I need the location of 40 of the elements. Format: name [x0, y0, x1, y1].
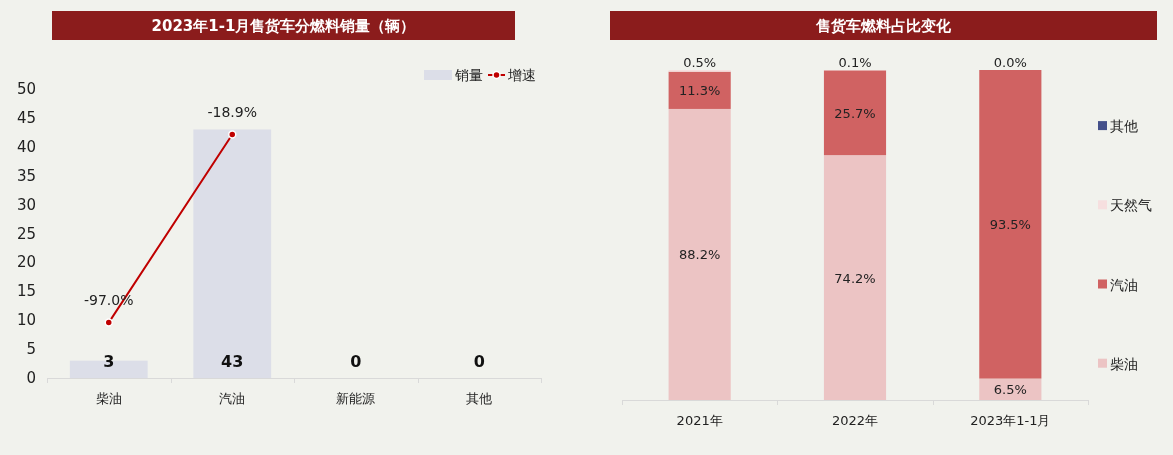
legend-label: 其他 [1110, 118, 1138, 135]
data-label: 74.2% [834, 270, 876, 286]
data-label: 88.2% [679, 247, 721, 263]
y-tick-label: 50 [16, 80, 36, 98]
data-label: 6.5% [993, 382, 1027, 398]
data-label: 3 [103, 352, 115, 371]
data-label: 25.7% [834, 105, 876, 121]
y-tick-label: 5 [26, 340, 36, 359]
data-label: 0 [473, 352, 485, 371]
title: 售货车燃料占比变化 [816, 17, 951, 35]
data-label: 0.5% [683, 55, 717, 70]
x-tick-label: 2023年1-1月 [970, 413, 1051, 428]
legend-label: 汽油 [1110, 276, 1138, 293]
data-label: 0 [350, 352, 362, 371]
legend-label: 天然气 [1110, 197, 1152, 214]
x-tick-label: 2021年 [676, 413, 723, 428]
data-label: -18.9% [207, 103, 257, 120]
x-tick-label: 2022年 [831, 413, 879, 428]
y-tick-label: 15 [16, 282, 36, 301]
title: 2023年1-1月售货车分燃料销量（辆） [151, 17, 416, 35]
x-tick-label: 其他 [466, 391, 493, 406]
x-tick-label: 汽油 [219, 391, 246, 406]
y-tick-label: 30 [16, 195, 36, 214]
y-tick-label: 0 [26, 369, 36, 387]
data-label: 0.0% [993, 55, 1027, 70]
x-tick-label: 新能源 [336, 391, 376, 406]
y-tick-label: 35 [16, 166, 36, 185]
legend-label: 柴油 [1110, 355, 1138, 372]
y-tick-label: 20 [16, 253, 36, 272]
y-tick-label: 10 [16, 311, 36, 330]
data-label: 11.3% [679, 83, 721, 99]
data-label: 43 [221, 352, 244, 371]
y-tick-label: 25 [16, 224, 36, 243]
data-label: 93.5% [989, 217, 1031, 233]
y-tick-label: 40 [16, 137, 36, 156]
y-tick-label: 45 [16, 108, 36, 127]
data-label: 0.1% [838, 55, 872, 70]
legend-label: 增速 [508, 67, 536, 83]
legend-label: 销量 [455, 67, 483, 83]
x-tick-label: 柴油 [95, 391, 122, 406]
